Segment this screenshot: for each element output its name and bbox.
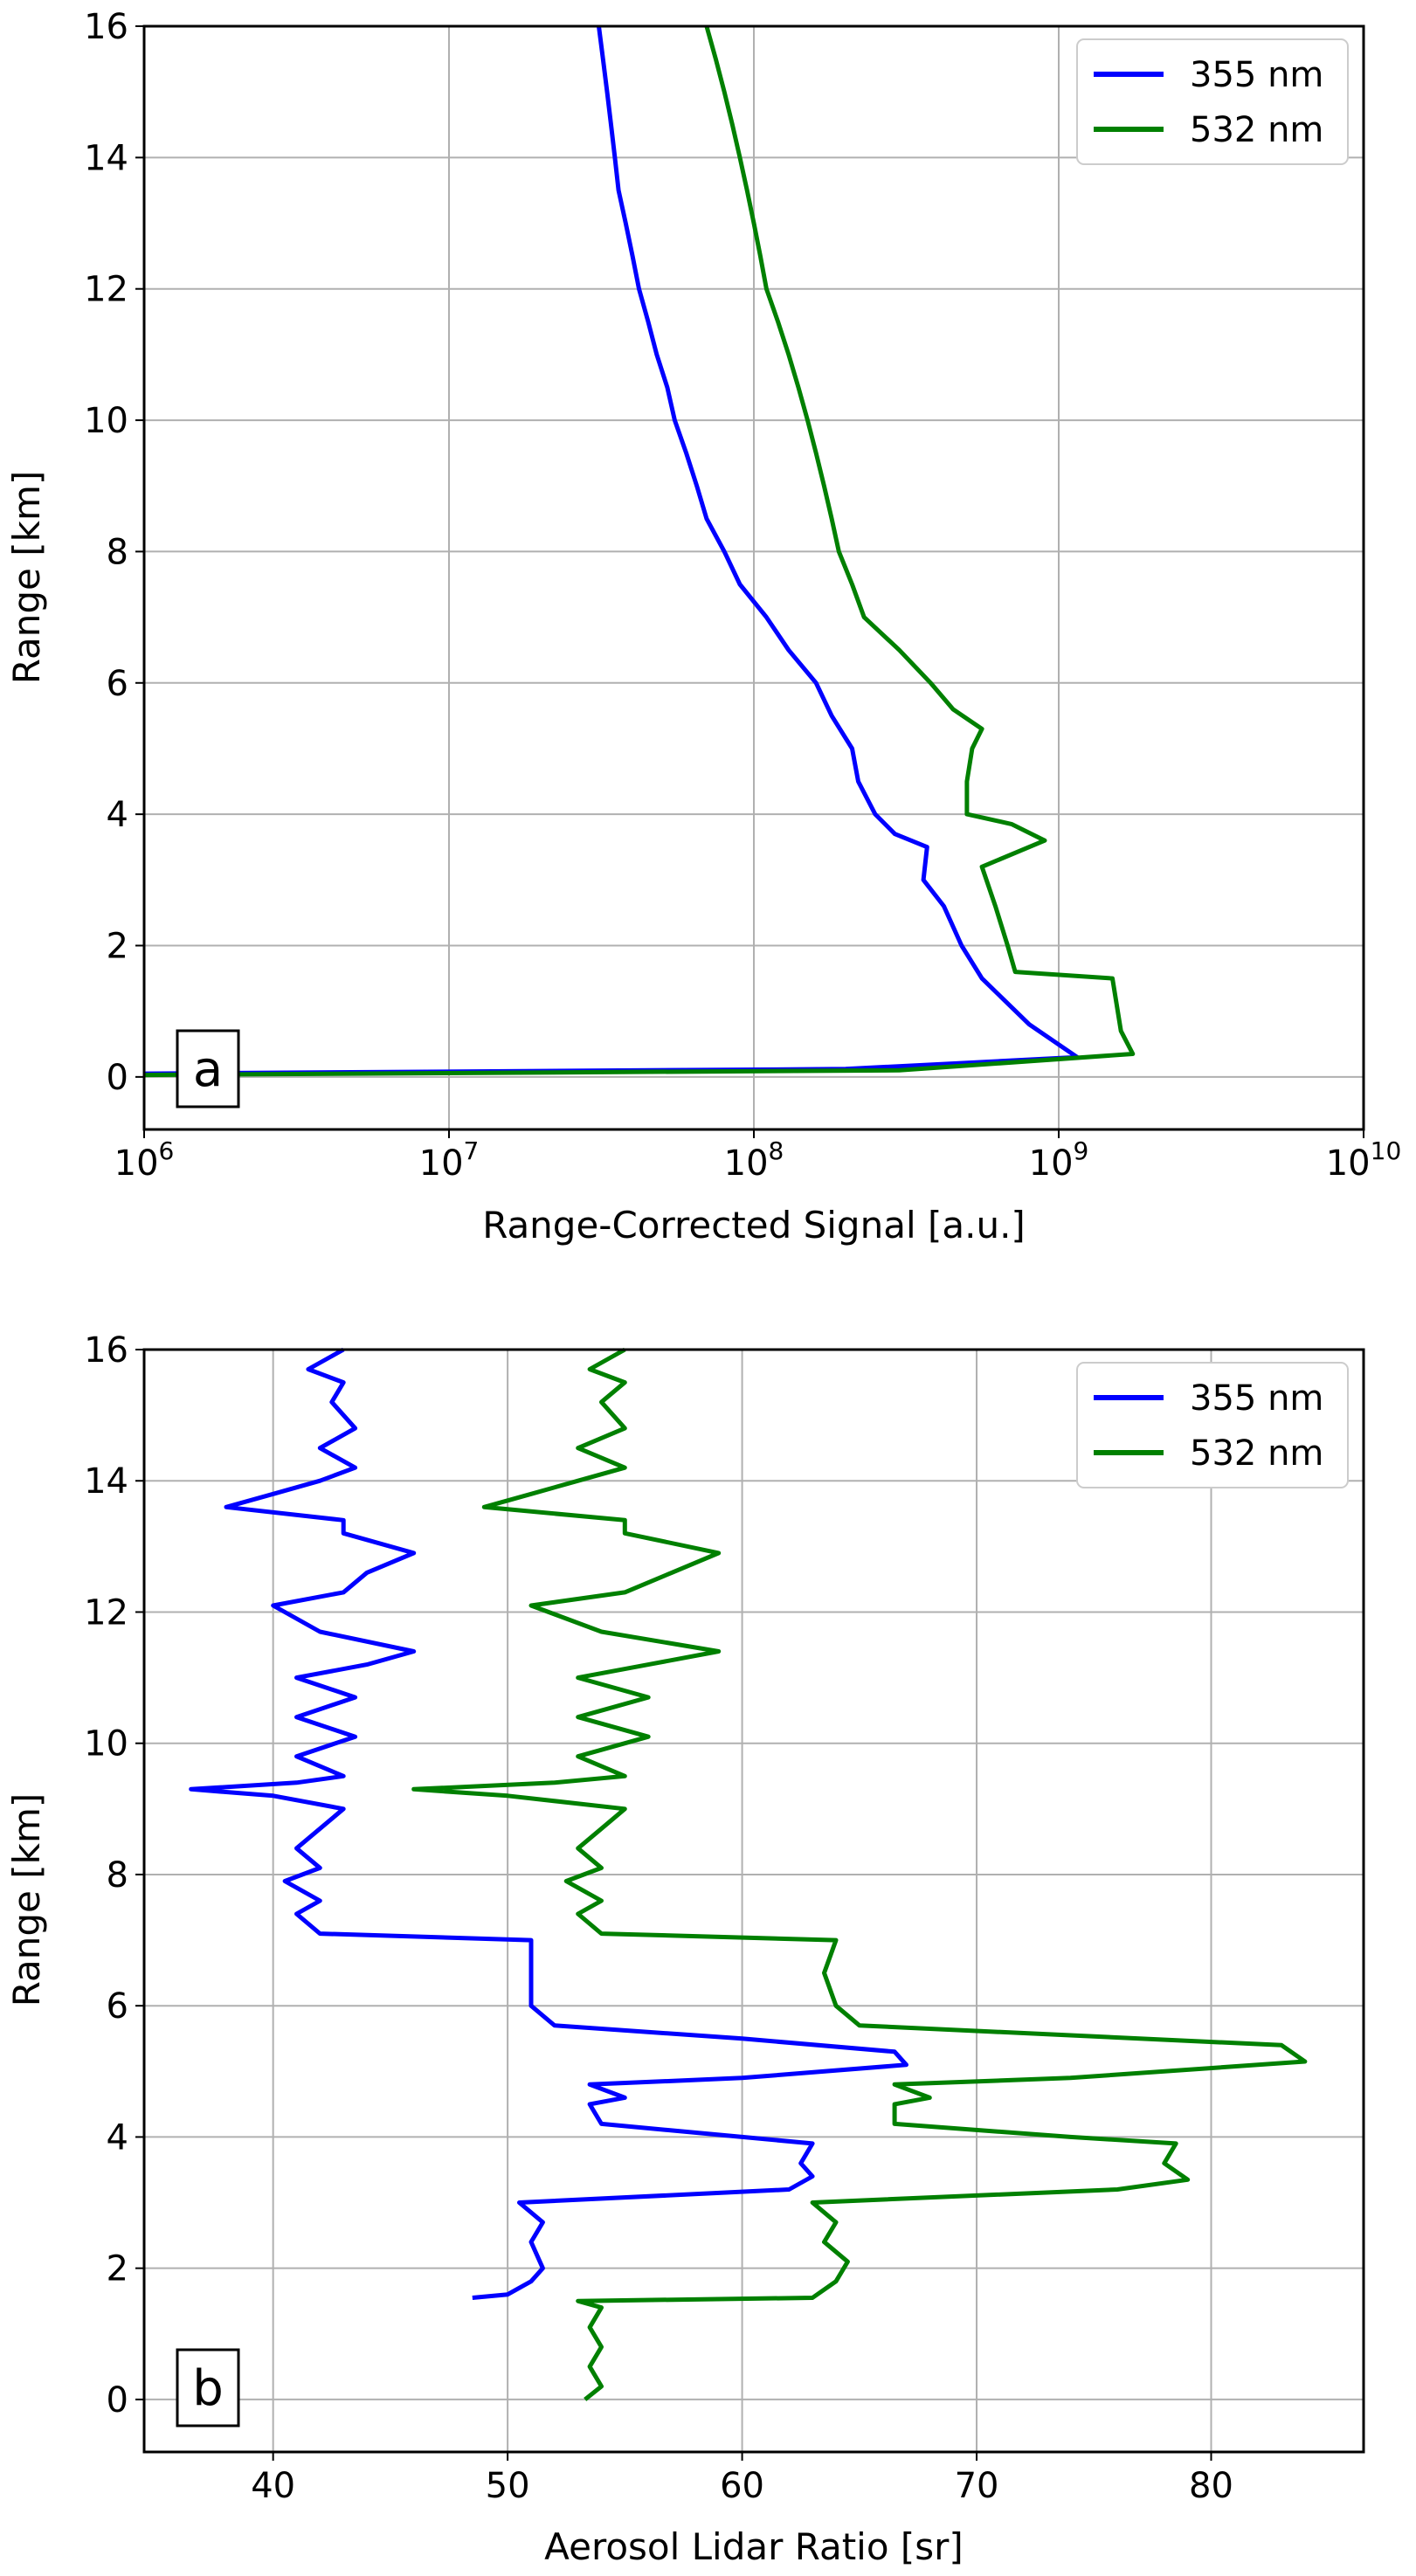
panel-b-legend-label-355: 355 nm (1190, 1378, 1323, 1419)
panel-b-series (189, 1347, 1308, 2401)
panel-b-label: b (176, 2348, 240, 2428)
panel-a-x-tick-label: 109 (1029, 1136, 1089, 1184)
panel-b-label-box (176, 2348, 240, 2428)
panel-a-x-tick-label: 108 (724, 1136, 784, 1184)
panel-b-x-axis-title: Aerosol Lidar Ratio [sr] (544, 2525, 964, 2568)
panel-a-x-tick-label: 106 (114, 1136, 175, 1184)
panel-a-legend-box (1076, 38, 1349, 165)
panel-a-legend: 355 nm 532 nm (1076, 38, 1349, 165)
panel-b-y-tick-label: 4 (107, 2117, 128, 2158)
panel-b-aerosol-lidar-ratio: 0 2 4 6 8 10 12 14 16 40 50 60 70 80 Aerosol Lidar Ra… (5, 1330, 1365, 2568)
panel-b-series-line-355 (189, 1347, 908, 2300)
panel-a-y-tick-label: 8 (107, 532, 128, 572)
panel-a-label-box (176, 1029, 240, 1108)
panel-b-x-tick-label: 70 (955, 2466, 999, 2506)
panel-a-y-tick-label: 0 (107, 1058, 128, 1098)
panel-a-range-corrected-signal: 0 2 4 6 8 10 12 14 16 106 107 108 109 1010 Range-Corr… (5, 7, 1401, 1247)
panel-a-x-axis-title: Range-Corrected Signal [a.u.] (482, 1204, 1026, 1247)
panel-b-legend-box (1076, 1362, 1349, 1488)
panel-b-frame (142, 1348, 1365, 2454)
panel-a-label-text: a (193, 1041, 223, 1098)
panel-b-x-tick-label: 40 (251, 2466, 295, 2506)
panel-b-y-tick-label: 8 (107, 1855, 128, 1896)
panel-b-legend: 355 nm 532 nm (1076, 1362, 1349, 1488)
panel-b-y-tick-label: 6 (107, 1986, 128, 2027)
panel-a-y-tick-label: 12 (84, 270, 128, 310)
panel-b-y-tick-label: 12 (84, 1592, 128, 1633)
panel-a-label: a (176, 1029, 240, 1108)
panel-a-y-tick-label: 4 (107, 795, 128, 835)
panel-a-y-tick-label: 14 (84, 138, 128, 178)
panel-b-x-tick-label: 60 (720, 2466, 764, 2506)
panel-b-x-tick-label: 50 (486, 2466, 530, 2506)
panel-b-ticks: 0 2 4 6 8 10 12 14 16 40 50 60 70 80 (84, 1330, 1233, 2506)
panel-a-y-tick-label: 10 (84, 401, 128, 441)
panel-a-x-tick-label: 1010 (1326, 1136, 1402, 1184)
panel-a-y-tick-label: 16 (84, 7, 128, 47)
panel-b-y-tick-label: 2 (107, 2249, 128, 2289)
panel-a-ticks: 0 2 4 6 8 10 12 14 16 106 107 108 109 1010 (84, 7, 1401, 1184)
panel-a-y-tick-label: 2 (107, 927, 128, 967)
panel-a-series-line-355 (143, 25, 1080, 1076)
panel-b-series-line-532 (411, 1347, 1308, 2401)
panel-a-series (143, 25, 1136, 1078)
panel-b-x-tick-label: 80 (1189, 2466, 1233, 2506)
panel-a-legend-label-355: 355 nm (1190, 55, 1323, 95)
panel-b-y-axis-title: Range [km] (5, 1793, 48, 2006)
panel-b-label-text: b (192, 2360, 224, 2417)
panel-b-y-tick-label: 16 (84, 1330, 128, 1371)
panel-a-y-tick-label: 6 (107, 664, 128, 704)
panel-b-y-tick-label: 0 (107, 2380, 128, 2421)
panel-b-legend-label-532: 532 nm (1190, 1433, 1323, 1474)
panel-a-x-tick-label: 107 (419, 1136, 480, 1184)
panel-a-y-axis-title: Range [km] (5, 471, 48, 684)
panel-a-legend-label-532: 532 nm (1190, 110, 1323, 150)
panel-a-series-line-532 (143, 25, 1136, 1078)
panel-b-y-tick-label: 14 (84, 1461, 128, 1502)
panel-b-y-tick-label: 10 (84, 1724, 128, 1765)
